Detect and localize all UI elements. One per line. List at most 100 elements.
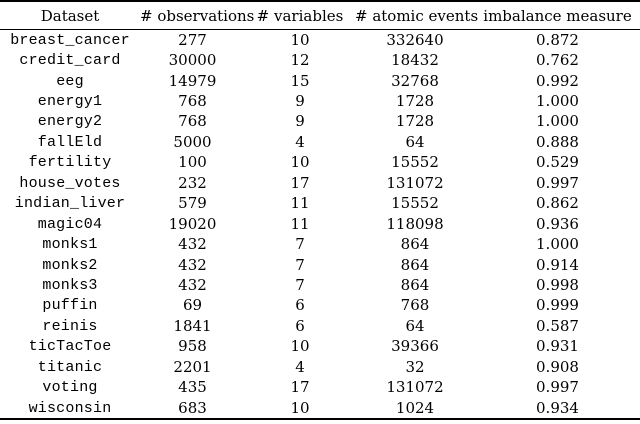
atomic-events-cell: 32 <box>405 357 425 376</box>
imbalance-measure-cell: 0.931 <box>536 337 579 356</box>
variables-cell: 10 <box>290 337 310 356</box>
variables-cell: 11 <box>290 214 310 233</box>
table-row: titanic 2201 4 32 0.908 <box>0 357 640 377</box>
variables-cell: 9 <box>295 92 305 111</box>
variables-cell: 4 <box>295 357 305 376</box>
table-row: monks2 432 7 864 0.914 <box>0 255 640 275</box>
table-body: breast_cancer 277 10 332640 0.872 credit_card… <box>0 30 640 420</box>
atomic-events-cell: 131072 <box>386 378 444 397</box>
variables-cell: 9 <box>295 112 305 131</box>
atomic-events-cell: 39366 <box>391 337 439 356</box>
atomic-events-cell: 131072 <box>386 173 444 192</box>
table-row: eeg 14979 15 32768 0.992 <box>0 71 640 91</box>
table-row: energy2 768 9 1728 1.000 <box>0 112 640 132</box>
variables-cell: 6 <box>295 296 305 315</box>
dataset-name-cell: house_votes <box>19 174 121 192</box>
dataset-name-cell: energy2 <box>37 113 103 131</box>
table-row: voting 435 17 131072 0.997 <box>0 377 640 397</box>
imbalance-measure-cell: 0.934 <box>536 398 579 417</box>
variables-cell: 10 <box>290 30 310 49</box>
dataset-name-cell: fertility <box>28 154 112 172</box>
table-header: Dataset # observations # variables # ato… <box>0 1 640 30</box>
observations-cell: 232 <box>178 173 207 192</box>
observations-cell: 100 <box>178 153 207 172</box>
table-row: monks3 432 7 864 0.998 <box>0 275 640 295</box>
observations-cell: 958 <box>178 337 207 356</box>
imbalance-measure-cell: 0.529 <box>536 153 579 172</box>
imbalance-measure-cell: 0.997 <box>536 173 579 192</box>
imbalance-measure-cell: 1.000 <box>536 112 579 131</box>
atomic-events-cell: 32768 <box>391 71 439 90</box>
dataset-name-cell: indian_liver <box>14 195 126 213</box>
variables-cell: 17 <box>290 378 310 397</box>
dataset-name-cell: breast_cancer <box>10 31 130 49</box>
table-header-row: Dataset # observations # variables # ato… <box>0 1 640 30</box>
table-row: breast_cancer 277 10 332640 0.872 <box>0 30 640 51</box>
atomic-events-cell: 1024 <box>395 398 435 417</box>
dataset-name-cell: titanic <box>37 358 103 376</box>
dataset-name-cell: monks3 <box>42 276 98 294</box>
variables-cell: 7 <box>295 275 305 294</box>
dataset-name-cell: fallEld <box>37 133 103 151</box>
observations-cell: 69 <box>182 296 203 315</box>
atomic-events-cell: 768 <box>400 296 430 315</box>
atomic-events-cell: 15552 <box>391 194 439 213</box>
imbalance-measure-cell: 0.888 <box>536 132 579 151</box>
imbalance-measure-cell: 1.000 <box>536 92 579 111</box>
atomic-events-cell: 15552 <box>391 153 439 172</box>
atomic-events-cell: 64 <box>405 316 425 335</box>
table-row: fertility 100 10 15552 0.529 <box>0 153 640 173</box>
dataset-name-cell: ticTacToe <box>28 338 112 356</box>
column-header-atomic-events: # atomic events <box>355 6 479 25</box>
table-row: energy1 768 9 1728 1.000 <box>0 91 640 111</box>
variables-cell: 6 <box>295 316 305 335</box>
observations-cell: 432 <box>178 255 207 274</box>
dataset-name-cell: voting <box>42 379 98 397</box>
observations-cell: 683 <box>178 398 207 417</box>
atomic-events-cell: 118098 <box>386 214 444 233</box>
observations-cell: 14979 <box>168 71 217 90</box>
observations-cell: 5000 <box>173 132 212 151</box>
observations-cell: 432 <box>178 235 207 254</box>
dataset-name-cell: magic04 <box>37 215 103 233</box>
atomic-events-cell: 864 <box>400 255 430 274</box>
variables-cell: 15 <box>290 71 310 90</box>
observations-cell: 432 <box>178 275 207 294</box>
dataset-name-cell: credit_card <box>19 52 121 70</box>
imbalance-measure-cell: 0.862 <box>536 194 579 213</box>
imbalance-measure-cell: 0.999 <box>536 296 579 315</box>
observations-cell: 435 <box>178 378 207 397</box>
variables-cell: 11 <box>290 194 310 213</box>
table-row: ticTacToe 958 10 39366 0.931 <box>0 337 640 357</box>
column-header-imbalance-measure: imbalance measure <box>483 6 632 25</box>
table-row: indian_liver 579 11 15552 0.862 <box>0 194 640 214</box>
variables-cell: 7 <box>295 235 305 254</box>
observations-cell: 768 <box>178 112 207 131</box>
variables-cell: 7 <box>295 255 305 274</box>
observations-cell: 1841 <box>173 316 212 335</box>
table-row: magic04 19020 11 118098 0.936 <box>0 214 640 234</box>
atomic-events-cell: 18432 <box>391 51 439 70</box>
dataset-name-cell: reinis <box>42 317 98 335</box>
column-header-observations: # observations <box>140 6 255 25</box>
dataset-name-cell: eeg <box>56 72 84 90</box>
imbalance-measure-cell: 0.992 <box>536 71 579 90</box>
table-row: fallEld 5000 4 64 0.888 <box>0 132 640 152</box>
variables-cell: 12 <box>290 51 310 70</box>
variables-cell: 17 <box>290 173 310 192</box>
imbalance-measure-cell: 0.936 <box>536 214 579 233</box>
imbalance-measure-cell: 0.997 <box>536 378 579 397</box>
observations-cell: 19020 <box>168 214 217 233</box>
imbalance-measure-cell: 0.914 <box>536 255 579 274</box>
atomic-events-cell: 864 <box>400 275 430 294</box>
dataset-name-cell: monks2 <box>42 256 98 274</box>
dataset-name-cell: monks1 <box>42 236 98 254</box>
imbalance-measure-cell: 0.998 <box>536 275 579 294</box>
column-header-dataset: Dataset <box>40 6 100 25</box>
table-row: house_votes 232 17 131072 0.997 <box>0 173 640 193</box>
variables-cell: 10 <box>290 398 310 417</box>
column-header-variables: # variables <box>256 6 344 25</box>
imbalance-measure-cell: 0.587 <box>536 316 579 335</box>
imbalance-measure-cell: 0.908 <box>536 357 579 376</box>
